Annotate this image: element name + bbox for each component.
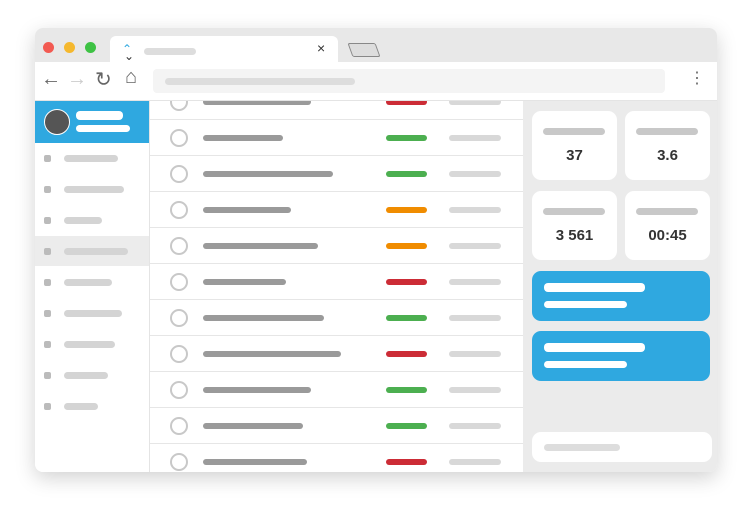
list-row[interactable] bbox=[150, 228, 523, 264]
stat-card: 00:45 bbox=[625, 191, 710, 260]
list bbox=[150, 101, 523, 472]
reload-button[interactable]: ↻ bbox=[95, 69, 112, 91]
sidebar bbox=[35, 101, 150, 472]
tab-close[interactable]: × bbox=[317, 40, 326, 56]
stats-panel: 37 3.6 3 561 00:45 bbox=[523, 101, 717, 472]
list-row[interactable] bbox=[150, 264, 523, 300]
back-button[interactable]: ← bbox=[41, 68, 61, 90]
list-row[interactable] bbox=[150, 192, 523, 228]
menu-item[interactable] bbox=[35, 174, 149, 204]
minimize-button[interactable] bbox=[64, 42, 75, 53]
stat-value: 3.6 bbox=[657, 147, 678, 164]
stat-card: 3 561 bbox=[532, 191, 617, 260]
stat-card: 3.6 bbox=[625, 111, 710, 180]
stat-value: 37 bbox=[566, 147, 583, 164]
action-card[interactable] bbox=[532, 271, 710, 321]
list-row[interactable] bbox=[150, 372, 523, 408]
menu-item[interactable] bbox=[35, 391, 149, 421]
menu-item[interactable] bbox=[35, 329, 149, 359]
menu-item[interactable] bbox=[35, 267, 149, 297]
action-card[interactable] bbox=[532, 331, 710, 381]
close-button[interactable] bbox=[43, 42, 54, 53]
list-row[interactable] bbox=[150, 300, 523, 336]
stat-value: 3 561 bbox=[555, 227, 594, 244]
list-row[interactable] bbox=[150, 336, 523, 372]
list-row[interactable] bbox=[150, 120, 523, 156]
menu-item[interactable] bbox=[35, 205, 149, 235]
menu-button[interactable]: ⋮ bbox=[689, 70, 705, 87]
list-row[interactable] bbox=[150, 156, 523, 192]
maximize-button[interactable] bbox=[85, 42, 96, 53]
profile[interactable] bbox=[35, 101, 149, 143]
list-row[interactable] bbox=[150, 408, 523, 444]
browser-window: ⌃ ⌄ × ← → ↻ ⌂ ⋮ 37 3.6 3 561 00:45 bbox=[35, 28, 717, 472]
menu-item[interactable] bbox=[35, 298, 149, 328]
home-button[interactable]: ⌂ bbox=[125, 66, 138, 88]
stat-card: 37 bbox=[532, 111, 617, 180]
stat-value: 00:45 bbox=[648, 227, 687, 244]
forward-button[interactable]: → bbox=[67, 68, 87, 90]
list-row[interactable] bbox=[150, 101, 523, 120]
menu-item[interactable] bbox=[35, 143, 149, 173]
address-bar[interactable] bbox=[153, 69, 665, 93]
new-tab[interactable] bbox=[347, 43, 381, 57]
menu-item[interactable] bbox=[35, 236, 149, 266]
list-row[interactable] bbox=[150, 444, 523, 472]
menu-item[interactable] bbox=[35, 360, 149, 390]
active-tab[interactable]: ⌃ ⌄ × bbox=[110, 36, 338, 63]
toolbar: ← → ↻ ⌂ ⋮ bbox=[35, 62, 717, 101]
footer-card bbox=[532, 432, 712, 462]
